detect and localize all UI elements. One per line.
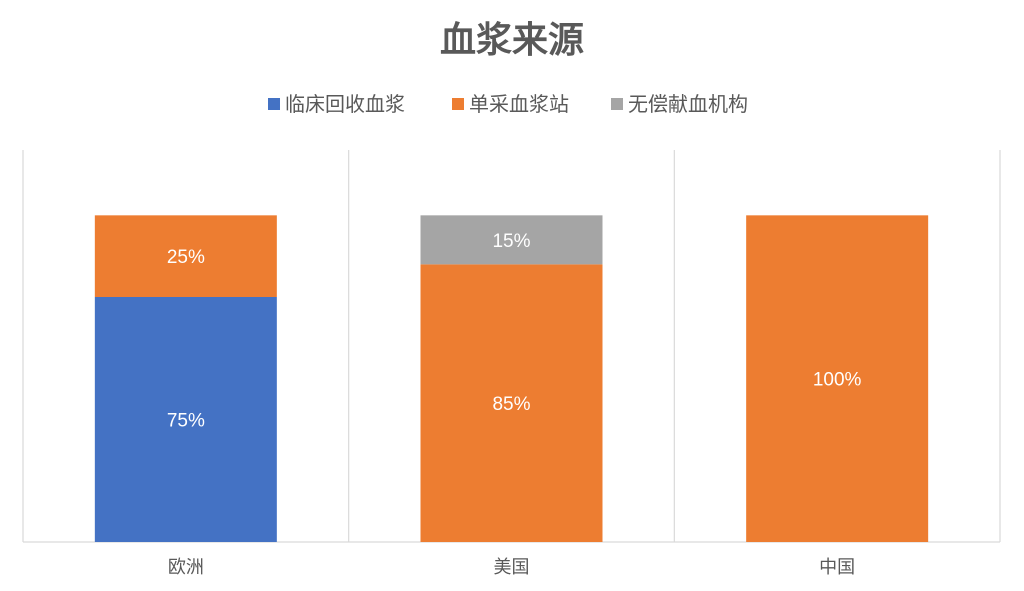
x-tick-label-1: 欧洲: [168, 557, 204, 578]
legend: 临床回收血浆 单采血浆站 无偿献血机构: [268, 92, 748, 116]
x-tick-label-3: 中国: [819, 557, 855, 578]
legend-label-3: 无偿献血机构: [628, 92, 748, 116]
data-label-3-2: 100%: [813, 370, 862, 391]
bars: [94, 215, 929, 543]
data-label-1-2: 25%: [167, 247, 205, 268]
x-tick-label-2: 美国: [494, 557, 530, 578]
x-axis: 欧洲 美国 中国: [168, 557, 855, 578]
data-label-1-1: 75%: [167, 411, 205, 432]
data-label-2-3: 15%: [492, 231, 530, 252]
data-label-2-2: 85%: [492, 394, 530, 415]
bar-1-series-2: [94, 215, 277, 297]
legend-label-1: 临床回收血浆: [285, 92, 405, 116]
legend-swatch-1: [268, 98, 280, 110]
legend-label-2: 单采血浆站: [469, 92, 569, 116]
bar-2-series-2: [420, 264, 603, 542]
legend-swatch-2: [452, 98, 464, 110]
data-labels: 75% 25% 85% 15% 100%: [167, 231, 862, 432]
bar-2-series-3: [420, 215, 603, 265]
bar-1-series-1: [94, 297, 277, 542]
legend-swatch-3: [611, 98, 623, 110]
chart-title: 血浆来源: [440, 20, 584, 61]
bar-3-series-2: [746, 215, 929, 543]
